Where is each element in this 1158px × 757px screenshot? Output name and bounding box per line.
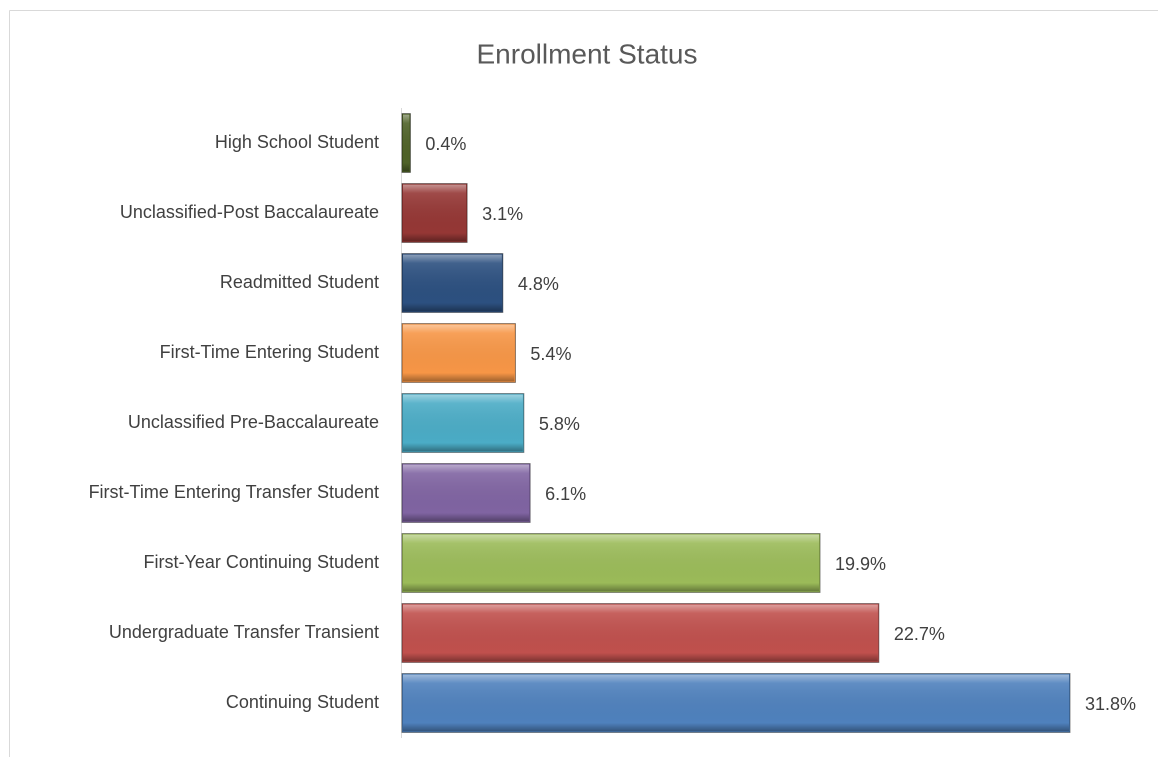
- bar-bevel: [403, 394, 523, 452]
- bar-bevel: [403, 114, 410, 172]
- category-label: Unclassified-Post Baccalaureate: [120, 202, 379, 222]
- data-label: 3.1%: [482, 204, 523, 224]
- category-label: Continuing Student: [226, 692, 379, 712]
- category-label: High School Student: [215, 132, 379, 152]
- category-label: Undergraduate Transfer Transient: [109, 622, 379, 642]
- data-label: 6.1%: [545, 484, 586, 504]
- bar-bevel: [403, 464, 530, 522]
- bar-bevel: [403, 254, 502, 312]
- chart-title: Enrollment Status: [477, 38, 698, 69]
- category-label: First-Year Continuing Student: [144, 552, 379, 572]
- data-label: 0.4%: [425, 134, 466, 154]
- data-label: 31.8%: [1085, 694, 1136, 714]
- data-label: 5.4%: [530, 344, 571, 364]
- bar-bevel: [403, 534, 820, 592]
- category-label: First-Time Entering Transfer Student: [89, 482, 379, 502]
- bar-bevel: [403, 604, 878, 662]
- category-label: First-Time Entering Student: [160, 342, 379, 362]
- category-label: Unclassified Pre-Baccalaureate: [128, 412, 379, 432]
- bar-bevel: [403, 184, 467, 242]
- bar-bevel: [403, 324, 515, 382]
- bar-bevel: [403, 674, 1069, 732]
- data-label: 4.8%: [518, 274, 559, 294]
- category-label: Readmitted Student: [220, 272, 379, 292]
- data-label: 5.8%: [539, 414, 580, 434]
- data-label: 22.7%: [894, 624, 945, 644]
- data-label: 19.9%: [835, 554, 886, 574]
